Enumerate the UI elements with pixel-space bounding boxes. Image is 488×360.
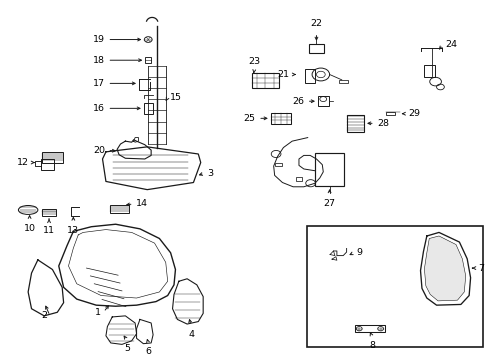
Text: 19: 19 [93, 35, 105, 44]
Text: 17: 17 [93, 79, 105, 88]
Bar [424, 65, 434, 77]
Text: 9: 9 [356, 248, 362, 257]
Text: 18: 18 [93, 56, 105, 65]
Text: 8: 8 [368, 341, 374, 350]
Text: 26: 26 [292, 97, 304, 106]
Text: 29: 29 [407, 109, 420, 118]
Text: 2: 2 [41, 311, 47, 320]
Text: 3: 3 [206, 169, 213, 178]
Text: 11: 11 [43, 226, 55, 235]
Bar [317, 96, 328, 106]
Bar [338, 80, 347, 84]
Text: 15: 15 [170, 93, 182, 102]
Text: 5: 5 [123, 345, 130, 354]
Bar [41, 152, 63, 163]
Text: 22: 22 [310, 19, 322, 28]
Text: 13: 13 [67, 226, 79, 235]
Text: 20: 20 [93, 146, 105, 155]
Text: 21: 21 [277, 70, 289, 79]
Bar [143, 103, 152, 114]
Bar [274, 163, 282, 166]
Text: 4: 4 [187, 330, 194, 339]
Bar [354, 325, 384, 332]
Text: 28: 28 [376, 119, 388, 128]
Bar [295, 177, 301, 181]
Bar [314, 153, 344, 186]
Text: 24: 24 [445, 40, 456, 49]
Bar [385, 112, 394, 115]
Bar [41, 159, 54, 170]
Bar [251, 73, 278, 88]
Text: 27: 27 [323, 199, 335, 208]
Text: 14: 14 [136, 199, 148, 208]
Bar [346, 115, 363, 132]
Bar [308, 44, 324, 53]
Text: 10: 10 [23, 224, 36, 233]
Bar [270, 113, 290, 124]
Text: 7: 7 [477, 264, 483, 273]
Bar [42, 209, 56, 216]
Bar [304, 69, 315, 83]
Polygon shape [424, 236, 465, 301]
Text: 16: 16 [93, 104, 105, 113]
Bar [145, 57, 151, 63]
Bar [306, 226, 482, 347]
Bar [110, 205, 128, 213]
Text: 23: 23 [247, 57, 260, 66]
Text: 1: 1 [95, 308, 101, 317]
Text: 25: 25 [243, 114, 255, 123]
Text: 6: 6 [145, 347, 151, 356]
Text: 12: 12 [17, 158, 29, 167]
